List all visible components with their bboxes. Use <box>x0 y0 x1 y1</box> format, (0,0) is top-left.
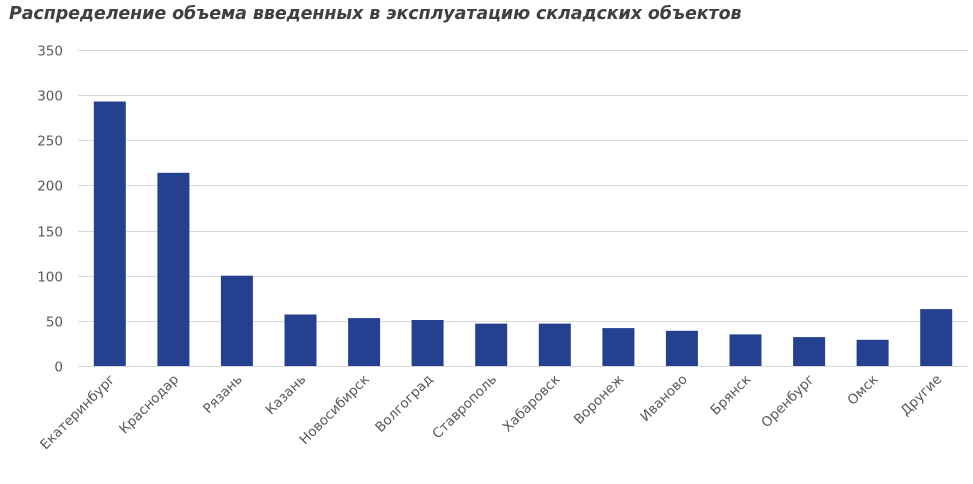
bar <box>602 328 635 366</box>
y-tick-label: 200 <box>37 179 63 195</box>
bar <box>93 101 126 366</box>
x-tick-label: Брянск <box>707 372 754 419</box>
bar <box>348 318 381 366</box>
x-tick-label: Краснодар <box>116 372 182 438</box>
bar <box>284 314 317 366</box>
bar <box>411 320 444 366</box>
x-tick-label: Казань <box>263 371 310 418</box>
chart-title: Распределение объема введенных в эксплуа… <box>9 4 742 24</box>
y-tick-label: 100 <box>37 270 63 286</box>
x-tick-label: Хабаровск <box>500 372 564 436</box>
y-axis-ticks: 0 50 100 150 200 250 300 350 <box>37 44 63 376</box>
bars <box>93 101 953 366</box>
x-tick-label: Воронеж <box>571 372 627 428</box>
x-tick-label: Омск <box>844 372 881 409</box>
x-tick-label: Другие <box>897 372 945 420</box>
y-tick-label: 150 <box>37 225 63 241</box>
x-tick-label: Иваново <box>637 372 690 425</box>
x-tick-label: Оренбург <box>758 372 818 432</box>
x-tick-label: Ставрополь <box>429 371 500 442</box>
bar <box>729 334 762 366</box>
y-tick-label: 0 <box>54 360 63 376</box>
y-tick-label: 350 <box>37 44 63 60</box>
bar <box>475 323 508 366</box>
gridlines <box>78 50 968 367</box>
y-tick-label: 50 <box>46 315 63 331</box>
bar <box>665 330 698 366</box>
bar <box>538 323 571 366</box>
x-tick-label: Волгоград <box>372 372 436 436</box>
x-tick-label: Рязань <box>200 371 246 417</box>
y-tick-label: 300 <box>37 89 63 105</box>
y-tick-label: 250 <box>37 134 63 150</box>
x-tick-label: Екатеринбург <box>37 372 119 454</box>
bar <box>220 275 253 366</box>
bar <box>856 339 889 366</box>
bar <box>157 172 190 366</box>
bar <box>793 337 826 366</box>
bar <box>920 309 953 366</box>
